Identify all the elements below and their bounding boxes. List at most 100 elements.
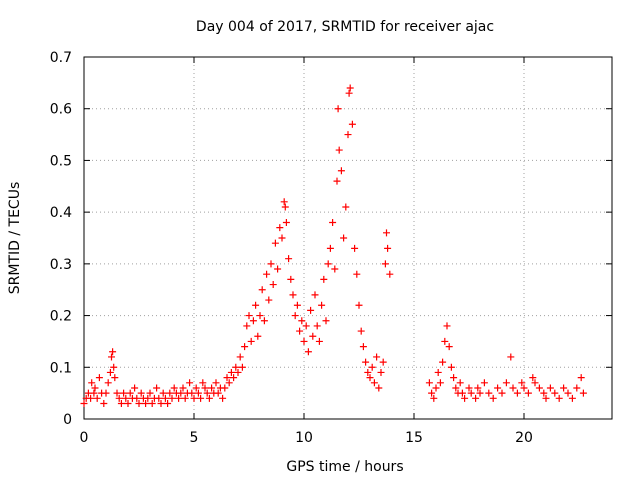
data-point bbox=[161, 394, 169, 402]
y-axis-label: SRMTID / TECUs bbox=[7, 182, 23, 295]
data-point bbox=[340, 234, 348, 242]
data-point bbox=[450, 374, 458, 382]
data-point bbox=[223, 374, 231, 382]
data-point bbox=[370, 379, 378, 387]
data-point bbox=[144, 394, 152, 402]
data-point bbox=[186, 379, 194, 387]
data-point bbox=[190, 394, 198, 402]
data-point bbox=[177, 389, 185, 397]
data-point bbox=[507, 353, 515, 361]
data-point bbox=[476, 389, 484, 397]
data-point bbox=[443, 322, 451, 330]
grid bbox=[84, 57, 612, 419]
data-point bbox=[346, 84, 354, 92]
data-point bbox=[212, 379, 220, 387]
data-point bbox=[201, 384, 209, 392]
data-point bbox=[166, 389, 174, 397]
data-point bbox=[344, 131, 352, 139]
data-point bbox=[531, 379, 539, 387]
data-point bbox=[518, 379, 526, 387]
data-point bbox=[241, 343, 249, 351]
data-point bbox=[115, 394, 123, 402]
data-point bbox=[315, 337, 323, 345]
data-point bbox=[555, 394, 563, 402]
data-point bbox=[179, 384, 187, 392]
data-point bbox=[353, 270, 361, 278]
data-point bbox=[88, 379, 96, 387]
data-point bbox=[265, 296, 273, 304]
data-point bbox=[232, 363, 240, 371]
data-point bbox=[331, 265, 339, 273]
data-point bbox=[524, 389, 532, 397]
data-point bbox=[281, 203, 289, 211]
data-point bbox=[117, 399, 125, 407]
data-point bbox=[271, 239, 279, 247]
data-point bbox=[302, 322, 310, 330]
data-point bbox=[249, 317, 257, 325]
data-point bbox=[540, 389, 548, 397]
data-point bbox=[456, 379, 464, 387]
data-point bbox=[326, 244, 334, 252]
data-point bbox=[529, 374, 537, 382]
data-point bbox=[274, 265, 282, 273]
data-point bbox=[148, 399, 156, 407]
data-point bbox=[335, 146, 343, 154]
data-point bbox=[304, 348, 312, 356]
data-point bbox=[164, 399, 172, 407]
data-point bbox=[386, 270, 394, 278]
data-point bbox=[280, 198, 288, 206]
x-tick-label: 0 bbox=[80, 430, 89, 446]
data-point bbox=[234, 368, 242, 376]
data-point bbox=[502, 379, 510, 387]
x-axis-label: GPS time / hours bbox=[286, 459, 403, 475]
data-point bbox=[366, 374, 374, 382]
data-point bbox=[298, 317, 306, 325]
data-point bbox=[428, 389, 436, 397]
data-point bbox=[205, 394, 213, 402]
data-point bbox=[120, 389, 128, 397]
data-point bbox=[432, 384, 440, 392]
data-point bbox=[175, 394, 183, 402]
data-point bbox=[430, 394, 438, 402]
data-point bbox=[285, 255, 293, 263]
data-point bbox=[568, 394, 576, 402]
data-point bbox=[221, 384, 229, 392]
data-point bbox=[93, 394, 101, 402]
data-point bbox=[364, 368, 372, 376]
data-point bbox=[142, 399, 150, 407]
x-tick-label: 20 bbox=[515, 430, 533, 446]
data-point bbox=[322, 317, 330, 325]
data-point bbox=[513, 389, 521, 397]
data-point bbox=[546, 384, 554, 392]
data-point bbox=[383, 229, 390, 237]
data-point bbox=[263, 270, 271, 278]
data-point bbox=[381, 260, 389, 268]
y-tick-label: 0.3 bbox=[50, 257, 72, 273]
data-point bbox=[267, 260, 275, 268]
data-point bbox=[296, 327, 304, 335]
data-point bbox=[320, 275, 328, 283]
data-point bbox=[100, 399, 108, 407]
data-point bbox=[236, 353, 244, 361]
data-point bbox=[368, 363, 376, 371]
y-tick-label: 0.5 bbox=[50, 153, 72, 169]
data-point bbox=[197, 394, 205, 402]
data-point bbox=[377, 368, 385, 376]
data-point bbox=[155, 394, 163, 402]
data-point bbox=[122, 394, 130, 402]
data-point bbox=[289, 291, 297, 299]
data-point bbox=[474, 384, 482, 392]
data-point bbox=[362, 358, 370, 366]
data-point bbox=[110, 363, 118, 371]
data-point bbox=[111, 374, 119, 382]
data-point bbox=[137, 389, 145, 397]
data-point bbox=[345, 89, 353, 97]
data-point bbox=[467, 389, 475, 397]
data-point bbox=[472, 394, 480, 402]
data-point bbox=[256, 312, 264, 320]
y-tick-label: 0.2 bbox=[50, 309, 72, 325]
data-point bbox=[252, 301, 260, 309]
data-point bbox=[494, 384, 502, 392]
data-point bbox=[300, 337, 308, 345]
data-point bbox=[153, 384, 161, 392]
